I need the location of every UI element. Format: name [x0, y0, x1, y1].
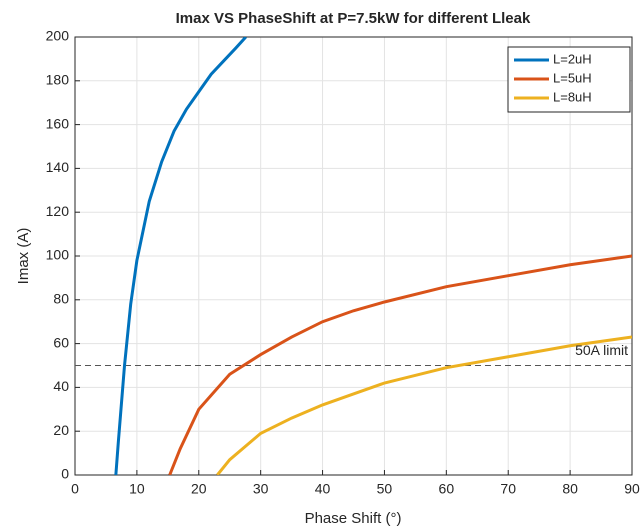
annotation: 50A limit [575, 342, 628, 358]
x-tick-label: 80 [562, 481, 578, 497]
y-tick-label: 200 [46, 28, 70, 44]
series-line [216, 335, 632, 475]
legend-label: L=2uH [553, 51, 592, 66]
x-tick-label: 90 [624, 481, 640, 497]
y-tick-label: 100 [46, 247, 70, 263]
x-tick-label: 50 [377, 481, 393, 497]
x-tick-label: 40 [315, 481, 331, 497]
plot-lines [75, 37, 632, 475]
y-tick-label: 40 [53, 378, 69, 394]
y-tick-label: 180 [46, 72, 70, 88]
legend-label: L=5uH [553, 70, 592, 85]
x-tick-label: 60 [439, 481, 455, 497]
x-tick-label: 70 [500, 481, 516, 497]
x-tick-label: 20 [191, 481, 207, 497]
y-tick-label: 140 [46, 159, 70, 175]
y-tick-label: 60 [53, 334, 69, 350]
legend-label: L=8uH [553, 89, 592, 104]
x-tick-label: 0 [71, 481, 79, 497]
series-line [114, 37, 247, 475]
chart-title: Imax VS PhaseShift at P=7.5kW for differ… [176, 10, 531, 27]
y-axis-label: Imax (A) [15, 228, 32, 285]
x-tick-label: 30 [253, 481, 269, 497]
series-line [168, 254, 632, 475]
y-tick-label: 80 [53, 291, 69, 307]
x-axis-label: Phase Shift (°) [305, 510, 402, 527]
y-tick-label: 0 [61, 466, 69, 482]
x-tick-label: 10 [129, 481, 145, 497]
y-tick-label: 160 [46, 115, 70, 131]
y-tick-label: 20 [53, 422, 69, 438]
y-tick-label: 120 [46, 203, 70, 219]
